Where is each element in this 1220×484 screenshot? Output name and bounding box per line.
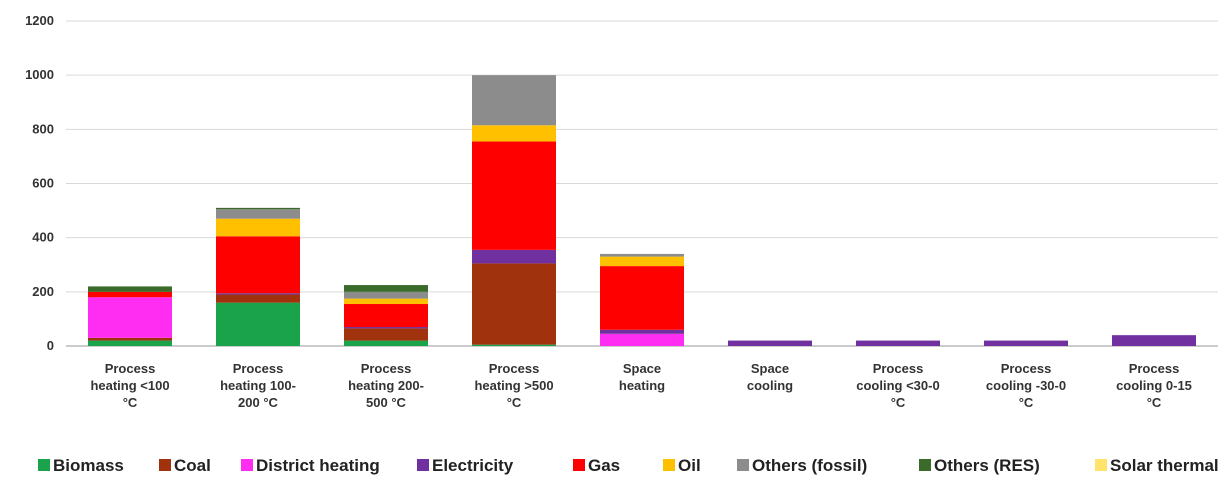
x-tick-label: heating 100- [220, 378, 296, 393]
bar-segment [600, 333, 684, 346]
legend-swatch [159, 459, 171, 471]
x-tick-label: °C [1019, 395, 1034, 410]
bar-segment [472, 125, 556, 142]
x-tick-label: Space [751, 361, 789, 376]
legend-swatch [241, 459, 253, 471]
legend-swatch [38, 459, 50, 471]
legend-label: District heating [256, 456, 380, 475]
bar-segment [472, 249, 556, 264]
x-tick-label: Process [873, 361, 924, 376]
x-tick-label: 500 °C [366, 395, 407, 410]
legend-label: Solar thermal [1110, 456, 1219, 475]
legend-label: Coal [174, 456, 211, 475]
x-tick-label: cooling <30-0 [856, 378, 939, 393]
legend-label: Gas [588, 456, 620, 475]
legend-swatch [919, 459, 931, 471]
legend-label: Others (RES) [934, 456, 1040, 475]
bar-segment [344, 327, 428, 329]
bar-segment [88, 340, 172, 346]
bar-segment [472, 263, 556, 345]
y-tick-label: 0 [47, 338, 54, 353]
bar-segment [472, 344, 556, 346]
bar-segment [472, 75, 556, 126]
legend-label: Electricity [432, 456, 514, 475]
x-tick-label: heating [619, 378, 665, 393]
legend-label: Others (fossil) [752, 456, 867, 475]
bar-segment [88, 286, 172, 292]
x-tick-label: cooling [747, 378, 793, 393]
y-tick-label: 800 [32, 121, 54, 136]
x-tick-label: °C [507, 395, 522, 410]
y-tick-label: 1200 [25, 13, 54, 28]
legend-item: Biomass [38, 456, 124, 475]
legend-item: Others (RES) [919, 456, 1040, 475]
legend-item: Coal [159, 456, 211, 475]
bar-segment [600, 329, 684, 334]
bar-segment [216, 209, 300, 219]
x-tick-label: °C [123, 395, 138, 410]
bar-segment [600, 253, 684, 257]
x-tick-label: Process [489, 361, 540, 376]
bar-segment [216, 207, 300, 210]
bar-segment [472, 141, 556, 250]
x-tick-label: Space [623, 361, 661, 376]
legend-item: Electricity [417, 456, 514, 475]
legend: Biomass Coal District heating Electricity Ga… [38, 456, 1219, 475]
legend-item: Others (fossil) [737, 456, 867, 475]
x-tick-label: Process [105, 361, 156, 376]
x-tick-label: Process [1001, 361, 1052, 376]
x-tick-label: 200 °C [238, 395, 279, 410]
bar-segment [216, 294, 300, 303]
bar-segment [1112, 335, 1196, 346]
x-tick-label: cooling 0-15 [1116, 378, 1192, 393]
legend-item: Solar thermal [1095, 456, 1219, 475]
bars [88, 75, 1196, 346]
y-tick-label: 400 [32, 230, 54, 245]
legend-item: District heating [241, 456, 380, 475]
y-tick-label: 200 [32, 284, 54, 299]
x-tick-label: heating <100 [90, 378, 169, 393]
bar-segment [344, 298, 428, 305]
bar-segment [216, 236, 300, 294]
x-tick-label: heating >500 [474, 378, 553, 393]
bar-segment [344, 291, 428, 299]
bar-segment [856, 340, 940, 346]
bar-segment [216, 302, 300, 346]
bar-segment [728, 340, 812, 346]
bar-segment [88, 297, 172, 338]
bar-segment [88, 291, 172, 298]
legend-swatch [573, 459, 585, 471]
x-tick-label: °C [891, 395, 906, 410]
x-tick-label: cooling -30-0 [986, 378, 1066, 393]
bar-segment [88, 337, 172, 341]
bar-segment [600, 266, 684, 330]
bar-segment [344, 285, 428, 292]
x-tick-label: °C [1147, 395, 1162, 410]
x-tick-label: heating 200- [348, 378, 424, 393]
legend-item: Oil [663, 456, 701, 475]
x-tick-label: Process [1129, 361, 1180, 376]
x-tick-label: Process [361, 361, 412, 376]
y-tick-label: 1000 [25, 67, 54, 82]
legend-label: Oil [678, 456, 701, 475]
bar-segment [216, 218, 300, 237]
bar-segment [344, 304, 428, 328]
legend-label: Biomass [53, 456, 124, 475]
bar-segment [344, 340, 428, 346]
legend-swatch [417, 459, 429, 471]
y-tick-label: 600 [32, 176, 54, 191]
bar-segment [984, 340, 1068, 346]
bar-segment [216, 293, 300, 295]
bar-segment [600, 256, 684, 267]
legend-item: Gas [573, 456, 620, 475]
bar-segment [344, 328, 428, 341]
x-axis: Process heating <100 °C Process heating 100-… [90, 361, 1191, 410]
legend-swatch [1095, 459, 1107, 471]
legend-swatch [737, 459, 749, 471]
x-tick-label: Process [233, 361, 284, 376]
legend-swatch [663, 459, 675, 471]
